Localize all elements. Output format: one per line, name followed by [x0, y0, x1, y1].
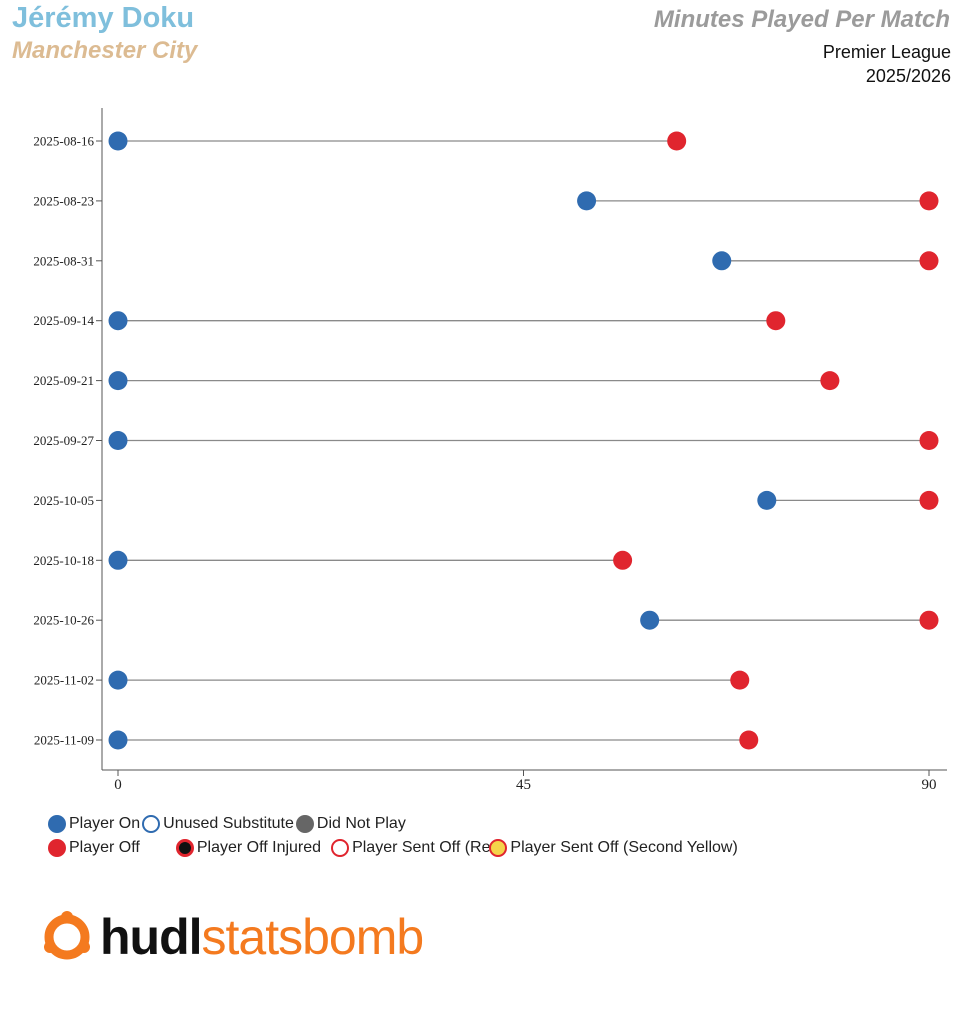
player-off-point — [919, 610, 939, 630]
logo-wordmark: hudlstatsbomb — [100, 909, 425, 965]
match-row: 2025-10-05 — [33, 490, 939, 510]
chart-axes: 0 45 90 — [101, 108, 947, 793]
chart-title: Minutes Played Per Match — [653, 6, 950, 33]
legend-label: Player Off Injured — [196, 839, 322, 856]
player-off-point — [766, 311, 786, 331]
player-on-point — [108, 550, 128, 570]
player-on-point — [757, 490, 777, 510]
match-row: 2025-08-16 — [33, 131, 687, 151]
legend-item-did-not-play: Did Not Play — [295, 815, 406, 833]
match-row: 2025-09-21 — [33, 371, 840, 391]
legend-label: Unused Substitute — [163, 815, 294, 832]
legend-item-player-off-injured: Player Off Injured — [175, 839, 322, 857]
x-tick-label: 0 — [114, 777, 122, 793]
match-row: 2025-10-26 — [33, 610, 939, 630]
y-tick-label: 2025-10-26 — [33, 613, 94, 628]
player-off-marker-icon — [48, 839, 66, 857]
player-name: Jérémy Doku — [12, 2, 195, 34]
player-on-point — [108, 431, 128, 450]
y-tick-label: 2025-08-31 — [33, 253, 94, 268]
player-off-point — [919, 251, 939, 271]
player-on-point — [108, 730, 128, 750]
y-tick-label: 2025-09-21 — [33, 373, 94, 388]
y-tick-label: 2025-09-27 — [33, 433, 94, 448]
legend-row-2: Player Off Player Off Injured Player Sen… — [48, 836, 740, 860]
match-row: 2025-11-02 — [34, 670, 750, 690]
legend-label: Player Off — [69, 839, 140, 856]
y-tick-label: 2025-08-16 — [33, 134, 94, 149]
unused-substitute-marker-icon — [142, 815, 161, 833]
minutes-dumbbell-chart: 2025-08-16 2025-08-23 2025-08-31 2025-09-14… — [33, 108, 947, 793]
y-tick-label: 2025-09-14 — [33, 313, 94, 328]
player-on-point — [108, 131, 128, 151]
player-off-point — [613, 550, 633, 570]
player-off-point — [919, 490, 939, 510]
legend-item-unused-substitute: Unused Substitute — [142, 815, 294, 833]
logo-hudl-text: hudl — [100, 909, 203, 965]
season-label: 2025/2026 — [865, 66, 951, 86]
player-on-marker-icon — [48, 815, 66, 833]
match-row: 2025-08-23 — [33, 191, 939, 211]
hudl-statsbomb-logo: hudlstatsbomb — [40, 909, 425, 965]
player-off-point — [919, 431, 939, 450]
player-on-point — [108, 371, 128, 391]
player-off-point — [730, 670, 750, 690]
player-on-point — [108, 311, 128, 331]
legend-item-player-off: Player Off — [48, 839, 140, 857]
y-tick-label: 2025-11-09 — [34, 733, 94, 748]
player-off-point — [919, 191, 939, 211]
competition-label: Premier League — [822, 42, 951, 62]
legend-item-sent-off-second-yellow: Player Sent Off (Second Yellow) — [489, 839, 738, 857]
legend-label: Player Sent Off (Red — [352, 839, 500, 856]
player-off-injured-marker-icon — [175, 839, 194, 857]
logo-statsbomb-text: statsbomb — [201, 909, 425, 965]
y-tick-label: 2025-11-02 — [34, 673, 94, 688]
sent-off-red-marker-icon — [331, 839, 350, 857]
player-on-point — [712, 251, 732, 271]
player-on-point — [577, 191, 597, 211]
match-row: 2025-09-14 — [33, 311, 786, 331]
player-off-point — [739, 730, 759, 750]
player-off-point — [667, 131, 687, 151]
match-row: 2025-08-31 — [33, 251, 939, 271]
match-row: 2025-11-09 — [34, 730, 759, 750]
legend-row-1: Player On Unused Substitute Did Not Play — [48, 812, 740, 836]
y-tick-label: 2025-10-05 — [33, 493, 94, 508]
statsbomb-logo-icon — [44, 911, 90, 960]
match-row: 2025-09-27 — [33, 431, 939, 450]
player-on-point — [640, 610, 660, 630]
legend-item-sent-off-red: Player Sent Off (Red — [331, 839, 499, 857]
legend-label: Did Not Play — [316, 815, 406, 832]
x-tick-label: 45 — [516, 777, 531, 793]
sent-off-yellow-marker-icon — [489, 839, 508, 857]
y-tick-label: 2025-10-18 — [33, 553, 94, 568]
x-tick-label: 90 — [922, 777, 937, 793]
match-row: 2025-10-18 — [33, 550, 633, 570]
legend: Player On Unused Substitute Did Not Play… — [48, 812, 740, 860]
player-on-point — [108, 670, 128, 690]
legend-label: Player Sent Off (Second Yellow) — [510, 839, 738, 856]
legend-item-player-on: Player On — [48, 815, 140, 833]
legend-label: Player On — [69, 815, 141, 832]
team-name: Manchester City — [12, 37, 198, 64]
did-not-play-marker-icon — [295, 815, 314, 833]
player-off-point — [820, 371, 840, 391]
chart-rows: 2025-08-16 2025-08-23 2025-08-31 2025-09-14… — [33, 131, 939, 750]
y-tick-label: 2025-08-23 — [33, 193, 94, 208]
